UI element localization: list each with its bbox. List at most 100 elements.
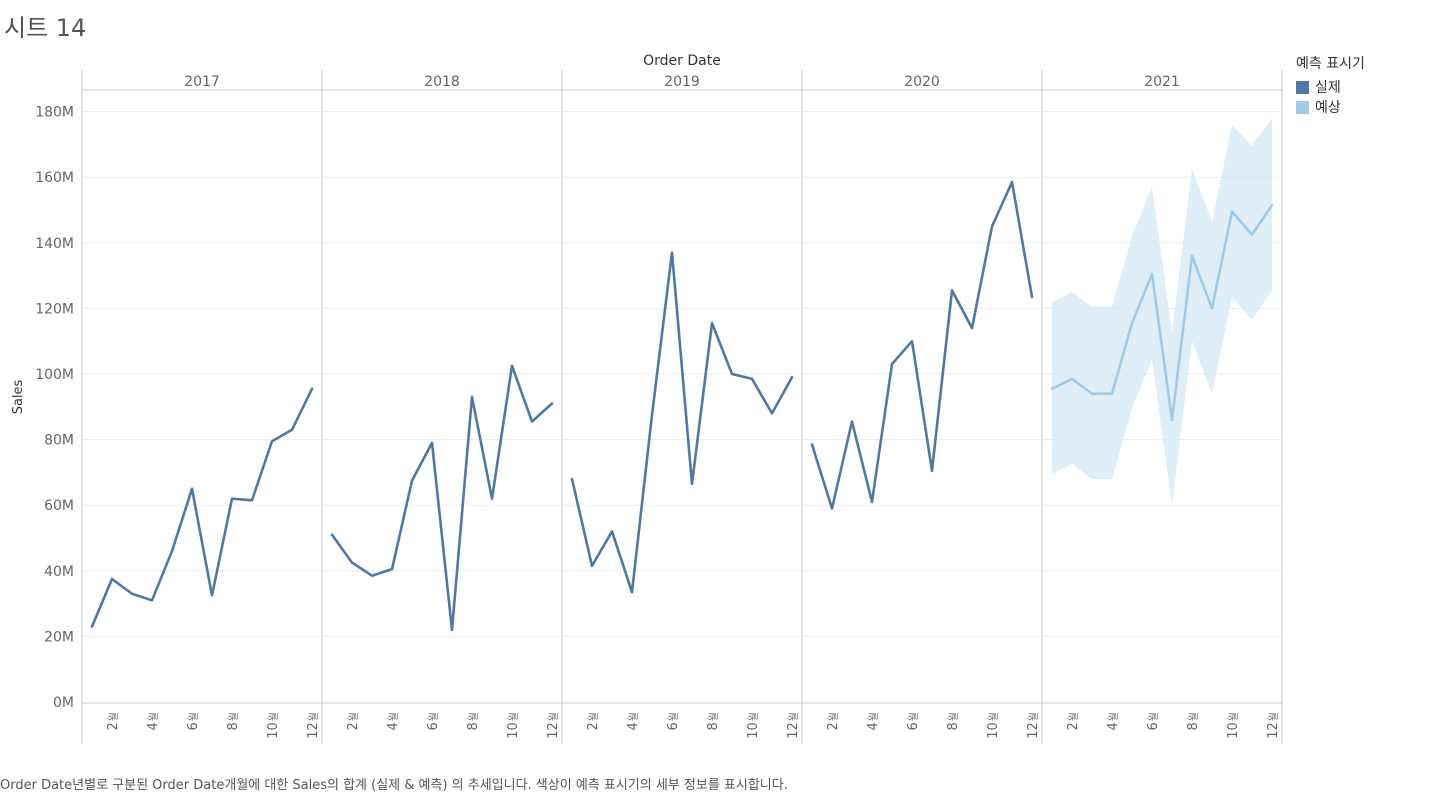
month-unit: 월 [428, 712, 440, 721]
month-tick-label: 12월 [786, 712, 801, 739]
month-tick-label: 12월 [546, 712, 561, 739]
month-number: 10 [986, 722, 1001, 739]
month-tick-label: 2월 [586, 712, 601, 730]
month-unit: 월 [508, 712, 520, 721]
y-tick-label: 180M [35, 105, 74, 121]
month-unit: 월 [268, 712, 280, 721]
month-number: 12 [546, 722, 561, 739]
month-unit: 월 [908, 712, 920, 721]
month-number: 8 [706, 722, 721, 730]
year-header: 2021 [1144, 74, 1180, 90]
month-tick-label: 6월 [1146, 712, 1161, 730]
month-unit: 월 [788, 712, 800, 721]
month-unit: 월 [308, 712, 320, 721]
month-tick-label: 2월 [346, 712, 361, 730]
x-axis-title: Order Date [643, 53, 721, 69]
legend-label-actual: 실제 [1315, 80, 1341, 96]
month-tick-label: 10월 [986, 712, 1001, 739]
year-header: 2019 [664, 74, 700, 90]
month-unit: 월 [1268, 712, 1280, 721]
legend-item-actual[interactable]: 실제 [1296, 77, 1365, 97]
month-unit: 월 [388, 712, 400, 721]
month-number: 8 [946, 722, 961, 730]
month-unit: 월 [668, 712, 680, 721]
month-unit: 월 [868, 712, 880, 721]
month-number: 6 [906, 722, 921, 730]
month-number: 8 [1186, 722, 1201, 730]
legend-title: 예측 표시기 [1296, 56, 1365, 72]
month-number: 2 [586, 722, 601, 730]
year-header: 2017 [184, 74, 220, 90]
series-lines [90, 180, 1274, 632]
month-number: 4 [1106, 722, 1121, 730]
forecast-bands [1052, 118, 1272, 506]
sheet-title: 시트 14 [4, 14, 87, 42]
month-number: 2 [106, 722, 121, 730]
month-tick-label: 8월 [1186, 712, 1201, 730]
legend-label-forecast: 예상 [1315, 100, 1341, 116]
month-unit: 월 [548, 712, 560, 721]
series-line-actual [570, 251, 794, 594]
month-unit: 월 [228, 712, 240, 721]
month-unit: 월 [1108, 712, 1120, 721]
month-tick-label: 4월 [146, 712, 161, 730]
month-tick-label: 10월 [1226, 712, 1241, 739]
month-number: 12 [786, 722, 801, 739]
forecast-confidence-band [1052, 118, 1272, 506]
y-tick-label: 60M [44, 498, 74, 514]
y-tick-label: 20M [44, 629, 74, 645]
chart-frame [81, 70, 1283, 743]
series-line-actual [330, 364, 554, 632]
year-headers: 2017 2018 2019 2020 2021 [184, 74, 1180, 90]
month-unit: 월 [348, 712, 360, 721]
month-number: 4 [146, 722, 161, 730]
series-line-actual [90, 387, 314, 628]
month-tick-label: 6월 [906, 712, 921, 730]
month-tick-label: 8월 [946, 712, 961, 730]
month-number: 12 [1026, 722, 1041, 739]
month-unit: 월 [948, 712, 960, 721]
month-number: 6 [666, 722, 681, 730]
y-tick-label: 0M [53, 695, 74, 711]
legend-swatch-actual [1296, 80, 1309, 94]
month-tick-label: 10월 [506, 712, 521, 739]
month-number: 2 [346, 722, 361, 730]
month-tick-label: 12월 [1266, 712, 1281, 739]
legend-item-forecast[interactable]: 예상 [1296, 97, 1365, 117]
month-unit: 월 [1188, 712, 1200, 721]
series-line-actual [810, 180, 1034, 510]
month-unit: 월 [748, 712, 760, 721]
month-number: 4 [626, 722, 641, 730]
month-tick-label: 8월 [226, 712, 241, 730]
month-unit: 월 [148, 712, 160, 721]
month-tick-label: 6월 [426, 712, 441, 730]
month-unit: 월 [988, 712, 1000, 721]
gridlines [82, 111, 1282, 637]
month-unit: 월 [1068, 712, 1080, 721]
month-tick-label: 6월 [666, 712, 681, 730]
month-number: 8 [466, 722, 481, 730]
month-tick-label: 2월 [1066, 712, 1081, 730]
y-tick-label: 120M [35, 301, 74, 317]
month-unit: 월 [628, 712, 640, 721]
year-header: 2020 [904, 74, 940, 90]
month-tick-label: 2월 [106, 712, 121, 730]
month-unit: 월 [108, 712, 120, 721]
month-unit: 월 [468, 712, 480, 721]
month-number: 2 [1066, 722, 1081, 730]
month-tick-label: 8월 [466, 712, 481, 730]
legend: 예측 표시기 실제 예상 [1296, 53, 1365, 117]
y-tick-label: 40M [44, 564, 74, 580]
y-axis-tick-labels: 0M 20M 40M 60M 80M 100M 120M 140M 160M 180M [35, 105, 74, 711]
month-tick-label: 10월 [266, 712, 281, 739]
month-tick-label: 6월 [186, 712, 201, 730]
month-tick-label: 4월 [1106, 712, 1121, 730]
month-unit: 월 [188, 712, 200, 721]
month-unit: 월 [588, 712, 600, 721]
month-number: 6 [426, 722, 441, 730]
month-unit: 월 [1228, 712, 1240, 721]
month-number: 12 [1266, 722, 1281, 739]
month-tick-label: 10월 [746, 712, 761, 739]
month-unit: 월 [1028, 712, 1040, 721]
